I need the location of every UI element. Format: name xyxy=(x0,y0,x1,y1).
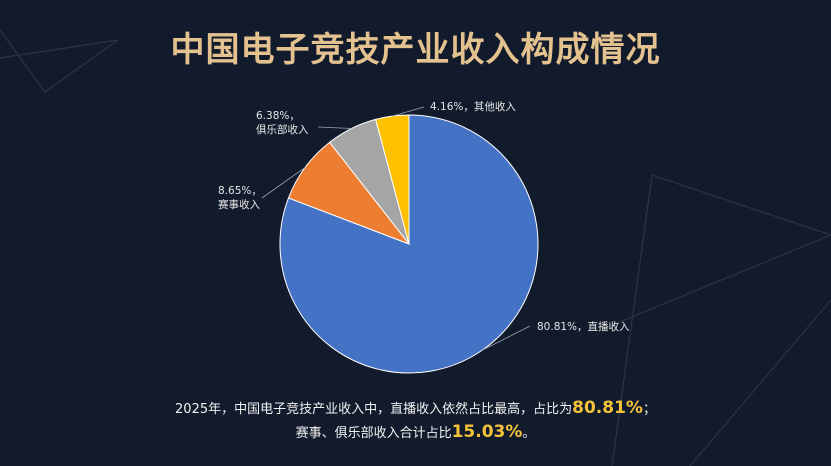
caption-line-2-text: 赛事、俱乐部收入合计占比 xyxy=(295,426,452,441)
slice-label: 4.16%，其他收入 xyxy=(430,100,516,113)
caption-line-2: 赛事、俱乐部收入合计占比15.03%。 xyxy=(0,421,831,445)
slice-label: 8.65%，赛事收入 xyxy=(218,185,262,211)
slice-label: 6.38%，俱乐部收入 xyxy=(256,110,309,136)
caption-highlight-1: 80.81% xyxy=(572,398,643,418)
pie-slice xyxy=(279,114,539,374)
leader-line xyxy=(261,166,306,199)
leader-line xyxy=(392,106,425,117)
slice-label: 80.81%，直播收入 xyxy=(537,320,630,333)
page-title: 中国电子竞技产业收入构成情况 xyxy=(170,30,661,70)
leader-line xyxy=(317,126,352,129)
caption: 2025年，中国电子竞技产业收入中，直播收入依然占比最高，占比为80.81%； … xyxy=(0,397,831,445)
caption-line-2-end: 。 xyxy=(522,426,536,441)
caption-highlight-2: 15.03% xyxy=(451,422,523,442)
caption-line-1: 2025年，中国电子竞技产业收入中，直播收入依然占比最高，占比为80.81%； xyxy=(0,397,831,421)
caption-line-1-end: ； xyxy=(642,402,656,417)
caption-line-1-text: 2025年，中国电子竞技产业收入中，直播收入依然占比最高，占比为 xyxy=(175,402,573,417)
leader-line xyxy=(481,325,531,351)
